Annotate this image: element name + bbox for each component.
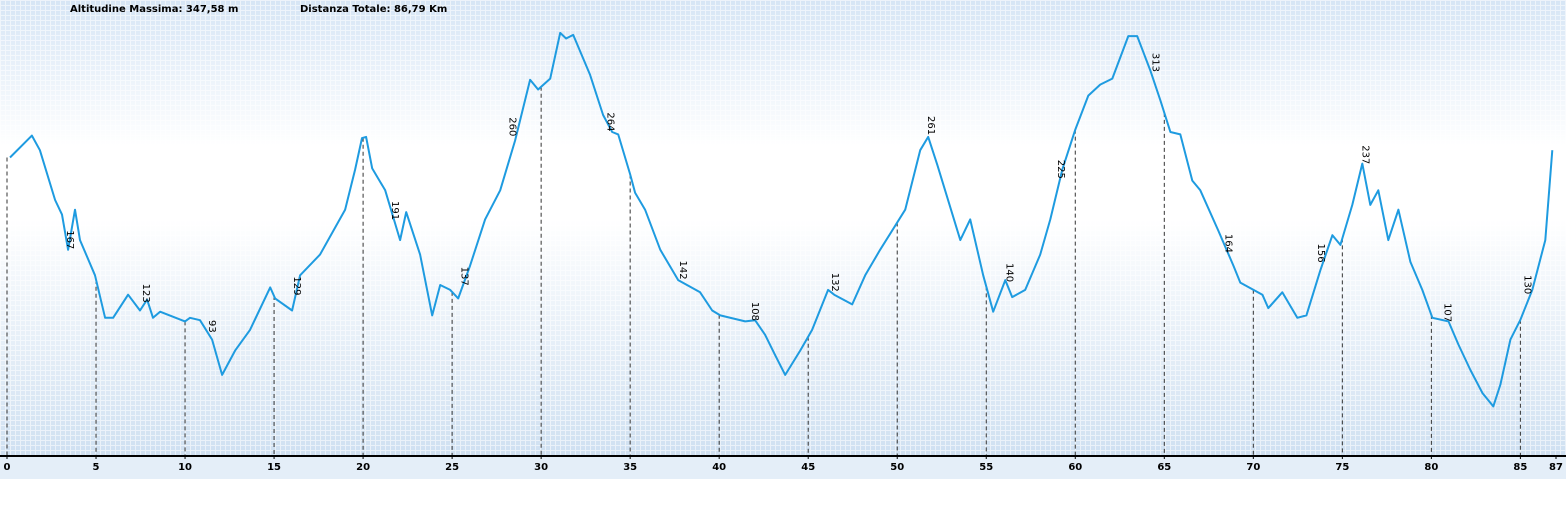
elevation-label: 164: [1222, 234, 1233, 253]
elevation-label: 167: [64, 230, 75, 249]
elevation-label: 260: [507, 117, 518, 136]
total-distance: Distanza Totale: 86,79 Km: [300, 4, 447, 15]
elevation-label: 132: [829, 273, 840, 292]
x-tick-label: 87: [1549, 462, 1563, 473]
elevation-label: 237: [1359, 145, 1370, 164]
x-tick-label: 10: [178, 462, 192, 473]
x-tick-label: 20: [356, 462, 370, 473]
x-tick-label: 70: [1246, 462, 1260, 473]
x-tick-label: 85: [1513, 462, 1527, 473]
elevation-label: 140: [1003, 263, 1014, 282]
x-tick-label: 35: [623, 462, 637, 473]
x-tick-label: 30: [534, 462, 548, 473]
x-tick-label: 25: [445, 462, 459, 473]
elevation-label: 156: [1315, 244, 1326, 263]
elevation-label: 129: [291, 276, 302, 295]
elevation-label: 137: [459, 267, 470, 286]
elevation-label: 142: [677, 261, 688, 280]
elevation-label: 264: [605, 112, 616, 131]
x-tick-label: 50: [890, 462, 904, 473]
elevation-label: 191: [389, 201, 400, 220]
max-altitude: Altitudine Massima: 347,58 m: [70, 4, 238, 15]
elevation-label: 225: [1055, 160, 1066, 179]
elevation-label: 313: [1149, 53, 1160, 72]
x-tick-label: 55: [979, 462, 993, 473]
axis-band: [0, 457, 1566, 479]
elevation-label: 130: [1522, 275, 1533, 294]
x-tick-label: 15: [267, 462, 281, 473]
elevation-label: 123: [140, 284, 151, 303]
x-tick-label: 60: [1068, 462, 1082, 473]
elevation-label: 93: [206, 320, 217, 333]
x-tick-label: 40: [712, 462, 726, 473]
elevation-label: 108: [749, 302, 760, 321]
elevation-line: [9, 31, 1554, 408]
x-tick-label: 5: [93, 462, 100, 473]
plot-grid-texture: [0, 0, 1566, 456]
x-tick-label: 0: [4, 462, 11, 473]
x-tick-label: 75: [1335, 462, 1349, 473]
elevation-label: 261: [925, 116, 936, 135]
x-tick-label: 45: [801, 462, 815, 473]
x-tick-label: 65: [1157, 462, 1171, 473]
x-tick-label: 80: [1424, 462, 1438, 473]
elevation-label: 107: [1441, 303, 1452, 322]
